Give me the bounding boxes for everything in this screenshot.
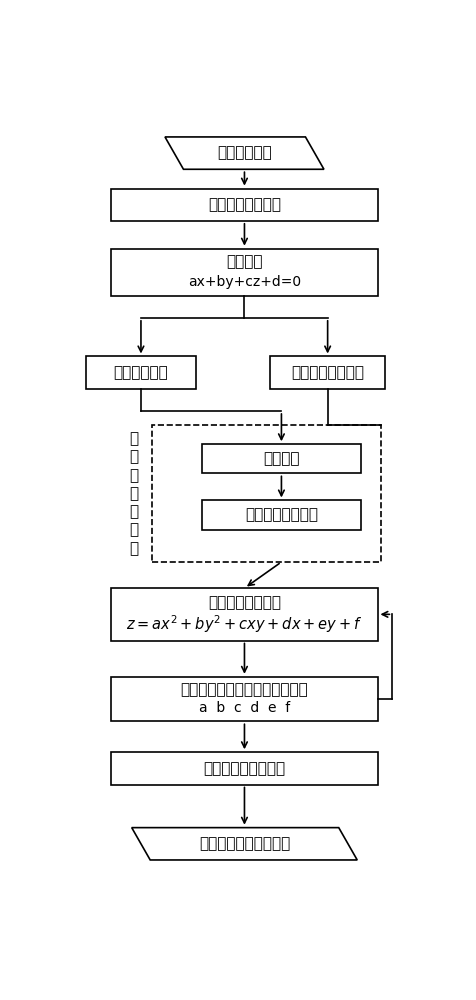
- Text: 生成路面深度信息模型: 生成路面深度信息模型: [198, 836, 289, 851]
- Text: $z = ax^2 + by^2 + cxy + dx + ey + f$: $z = ax^2 + by^2 + cxy + dx + ey + f$: [126, 613, 362, 635]
- Text: 抑制低频噪声定权: 抑制低频噪声定权: [290, 365, 363, 380]
- Text: 平面拟合: 平面拟合: [226, 254, 262, 269]
- Polygon shape: [131, 828, 357, 860]
- Text: 二次曲面模型构建: 二次曲面模型构建: [208, 595, 280, 610]
- Text: ax+by+cz+d=0: ax+by+cz+d=0: [188, 275, 300, 289]
- Text: 合: 合: [129, 449, 139, 464]
- Text: a  b  c  d  e  f: a b c d e f: [198, 701, 289, 715]
- FancyBboxPatch shape: [111, 189, 377, 221]
- Text: 原始点云数据: 原始点云数据: [217, 146, 271, 161]
- Text: 计算点到曲面的距离: 计算点到曲面的距离: [203, 761, 285, 776]
- FancyBboxPatch shape: [111, 752, 377, 785]
- FancyBboxPatch shape: [111, 249, 377, 296]
- FancyBboxPatch shape: [85, 356, 196, 389]
- FancyBboxPatch shape: [270, 356, 384, 389]
- FancyBboxPatch shape: [201, 500, 360, 530]
- Text: 器: 器: [129, 504, 139, 519]
- Text: 巴特沃斯低通滤波: 巴特沃斯低通滤波: [244, 508, 317, 523]
- Text: 迭代计算最优二次曲面模型参数: 迭代计算最优二次曲面模型参数: [180, 682, 307, 697]
- Text: 滤: 滤: [129, 468, 139, 483]
- FancyBboxPatch shape: [111, 677, 377, 721]
- Text: 组: 组: [129, 431, 139, 446]
- Text: 波: 波: [129, 541, 139, 556]
- Text: 滤: 滤: [129, 522, 139, 537]
- Text: 波: 波: [129, 486, 139, 501]
- Text: 中值滤波: 中值滤波: [263, 451, 299, 466]
- Polygon shape: [165, 137, 323, 169]
- FancyBboxPatch shape: [111, 588, 377, 641]
- FancyBboxPatch shape: [201, 444, 360, 473]
- Text: 路面数据分块管理: 路面数据分块管理: [208, 197, 280, 212]
- Text: 变换高程基准: 变换高程基准: [113, 365, 168, 380]
